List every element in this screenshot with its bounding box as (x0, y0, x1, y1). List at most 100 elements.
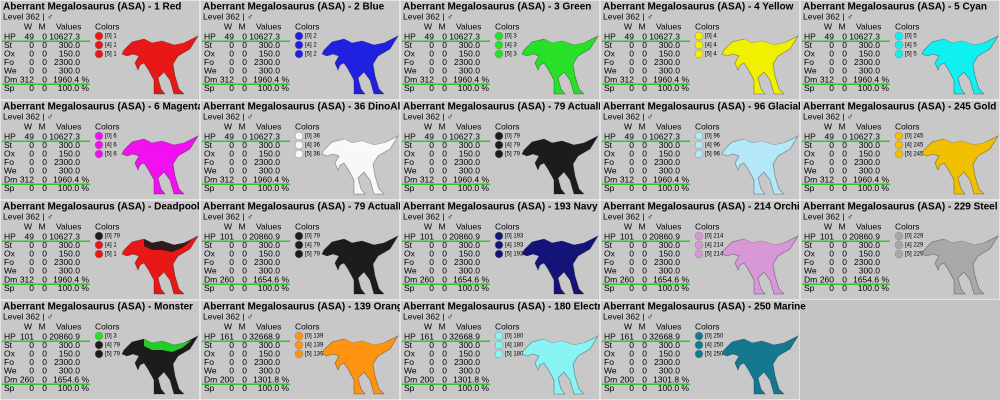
stat-w: 101 (220, 231, 234, 241)
creature-pattern (344, 39, 392, 52)
stat-value: 100.0 % (258, 383, 290, 393)
stat-label: Fo (804, 157, 814, 167)
swatch-label: [5] 79 (505, 152, 521, 158)
swatch-label: [0] 36 (305, 134, 321, 140)
creature-render (321, 35, 400, 95)
creature-pattern (344, 239, 392, 252)
color-swatch (294, 249, 304, 259)
stat-value: 150.0 (659, 348, 681, 358)
stat-m: 0 (242, 357, 247, 367)
stat-w: 0 (829, 283, 834, 293)
stat-w: 0 (429, 83, 434, 93)
stat-m: 0 (442, 283, 447, 293)
stat-label: HP (804, 231, 816, 241)
stat-w: 312 (20, 74, 34, 84)
stat-m: 0 (642, 57, 647, 67)
level-text: Level 362 | ♂ (403, 211, 453, 221)
swatch-label: [0] 1 (105, 34, 117, 40)
stat-m: 0 (442, 174, 447, 184)
stat-w: 0 (429, 148, 434, 158)
stat-w: 0 (429, 57, 434, 67)
color-swatch (694, 31, 704, 41)
stat-value: 300.0 (659, 340, 681, 350)
color-swatch (494, 249, 504, 259)
column-header: W (624, 21, 632, 31)
stat-value: 150.0 (659, 148, 681, 158)
stat-label: Dm (404, 174, 417, 184)
creature-card: Aberrant Megalosaurus (ASA) - 36 DinoAlb… (200, 100, 421, 200)
stat-m: 0 (242, 248, 247, 258)
stat-label: Dm (404, 374, 417, 384)
column-header: W (224, 321, 232, 331)
stat-w: 49 (425, 131, 435, 141)
stat-value: 32668.9 (649, 331, 680, 341)
stat-w: 161 (420, 331, 434, 341)
stat-w: 0 (229, 148, 234, 158)
creature-pattern (744, 139, 792, 152)
stat-value: 100.0 % (658, 383, 690, 393)
swatch-label: [5] 180 (505, 352, 524, 358)
stat-w: 0 (429, 66, 434, 76)
level-text: Level 362 | ♂ (3, 11, 53, 21)
stat-m: 0 (842, 183, 847, 193)
stat-m: 0 (442, 266, 447, 276)
stat-label: St (604, 240, 613, 250)
stat-value: 300.0 (659, 40, 681, 50)
stat-m: 0 (642, 283, 647, 293)
column-header: Values (256, 221, 281, 231)
color-swatch (294, 131, 304, 141)
stat-w: 0 (629, 266, 634, 276)
creature-pattern (144, 139, 192, 152)
swatch-label: [4] 1 (105, 43, 117, 49)
stat-label: Fo (404, 357, 414, 367)
column-header: Colors (895, 121, 920, 131)
stat-value: 300.0 (259, 340, 281, 350)
stat-label: HP (604, 231, 616, 241)
swatch-label: [0] 5 (905, 34, 917, 40)
stat-value: 2300.0 (654, 257, 680, 267)
stat-label: Fo (404, 157, 414, 167)
stat-m: 0 (642, 66, 647, 76)
stat-w: 0 (629, 248, 634, 258)
color-swatch (894, 231, 904, 241)
swatch-label: [5] 250 (705, 352, 724, 358)
creature-card: Aberrant Megalosaurus (ASA) - MonsterLev… (0, 300, 200, 400)
stat-m: 0 (442, 231, 447, 241)
stat-m: 0 (842, 131, 847, 141)
color-swatch (94, 31, 104, 41)
stat-m: 0 (642, 40, 647, 50)
stat-m: 0 (842, 257, 847, 267)
color-swatch (294, 149, 304, 159)
stat-label: Ox (804, 248, 816, 258)
stat-m: 0 (42, 231, 47, 241)
color-swatch (894, 49, 904, 59)
creature-body (721, 35, 800, 95)
stat-label: HP (804, 131, 816, 141)
stat-label: HP (204, 31, 216, 41)
stat-value: 300.0 (859, 240, 881, 250)
stat-w: 312 (820, 174, 834, 184)
creature-card: Aberrant Megalosaurus (ASA) - 3 GreenLev… (400, 0, 600, 100)
color-swatch (694, 131, 704, 141)
stat-m: 0 (242, 366, 247, 376)
stat-label: Ox (204, 248, 216, 258)
stat-m: 0 (642, 74, 647, 84)
swatch-label: [5] 4 (705, 52, 717, 58)
stat-m: 0 (42, 248, 47, 258)
color-swatch (294, 31, 304, 41)
stat-label: Ox (204, 348, 216, 358)
stat-w: 260 (220, 274, 234, 284)
level-text: Level 362 | ♂ (603, 11, 653, 21)
level-text: Level 362 | ♂ (803, 211, 853, 221)
stat-label: HP (404, 331, 416, 341)
creature-render (521, 135, 600, 195)
swatch-label: [5] 79 (305, 252, 321, 258)
stat-value: 10627.3 (649, 31, 680, 41)
stat-w: 49 (25, 131, 35, 141)
stat-m: 0 (242, 374, 247, 384)
stat-value: 20860.9 (849, 231, 880, 241)
stat-w: 49 (25, 31, 35, 41)
stat-w: 0 (629, 40, 634, 50)
swatch-label: [4] 79 (305, 243, 321, 249)
